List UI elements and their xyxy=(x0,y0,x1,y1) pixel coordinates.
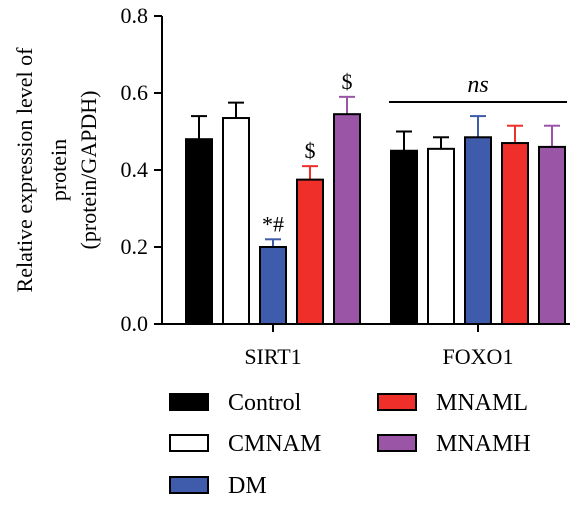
x-tick-label: SIRT1 xyxy=(244,344,301,369)
bars xyxy=(185,95,566,326)
legend-swatch-mnaml xyxy=(377,393,417,411)
y-tick-label: 0.6 xyxy=(121,80,149,105)
significance-marker: $ xyxy=(305,138,316,163)
x-axis: SIRT1 FOXO1 xyxy=(162,323,570,369)
bar-sirt1-mnamh xyxy=(333,113,361,325)
bar-foxo1-mnamh xyxy=(538,145,566,325)
y-tick-label: 0.4 xyxy=(121,157,149,182)
legend-swatch-cmnam xyxy=(169,434,209,452)
legend-label-mnamh: MNAMH xyxy=(436,431,531,457)
bar-foxo1-mnaml xyxy=(501,142,529,325)
x-tick-label: FOXO1 xyxy=(443,344,514,369)
legend-swatch-control xyxy=(169,393,209,411)
bar-sirt1-control xyxy=(185,138,213,325)
bar-foxo1-cmnam xyxy=(427,147,455,325)
bar-sirt1-cmnam xyxy=(222,117,250,326)
bar-sirt1-mnaml xyxy=(296,178,324,325)
ns-label: ns xyxy=(467,72,488,98)
significance-marker: $ xyxy=(342,69,353,94)
annotations: *# $ $ ns xyxy=(262,69,567,236)
legend-label-mnaml: MNAML xyxy=(436,390,528,416)
significance-marker: *# xyxy=(262,211,284,236)
y-axis-title-line: (protein/GAPDH) xyxy=(76,91,101,250)
y-tick-label: 0.2 xyxy=(121,234,149,259)
y-tick-label: 0.0 xyxy=(121,311,149,336)
legend-swatch-mnamh xyxy=(377,434,417,452)
y-axis-title-line: protein xyxy=(46,139,71,201)
legend-label-control: Control xyxy=(228,390,302,416)
legend-swatch-dm xyxy=(169,476,209,494)
bar-foxo1-dm xyxy=(464,136,492,325)
y-tick-label: 0.8 xyxy=(121,3,149,28)
y-axis: 0.0 0.2 0.4 0.6 0.8 xyxy=(121,3,163,336)
legend-label-dm: DM xyxy=(228,473,267,499)
legend-label-cmnam: CMNAM xyxy=(228,431,321,457)
bar-sirt1-dm xyxy=(259,246,287,325)
y-axis-title: Relative expression level of protein (prot… xyxy=(12,47,101,293)
bar-foxo1-control xyxy=(390,149,418,325)
y-axis-title-line: Relative expression level of xyxy=(12,47,37,293)
legend: Control CMNAM DM MNAML MNAMH xyxy=(169,390,531,499)
